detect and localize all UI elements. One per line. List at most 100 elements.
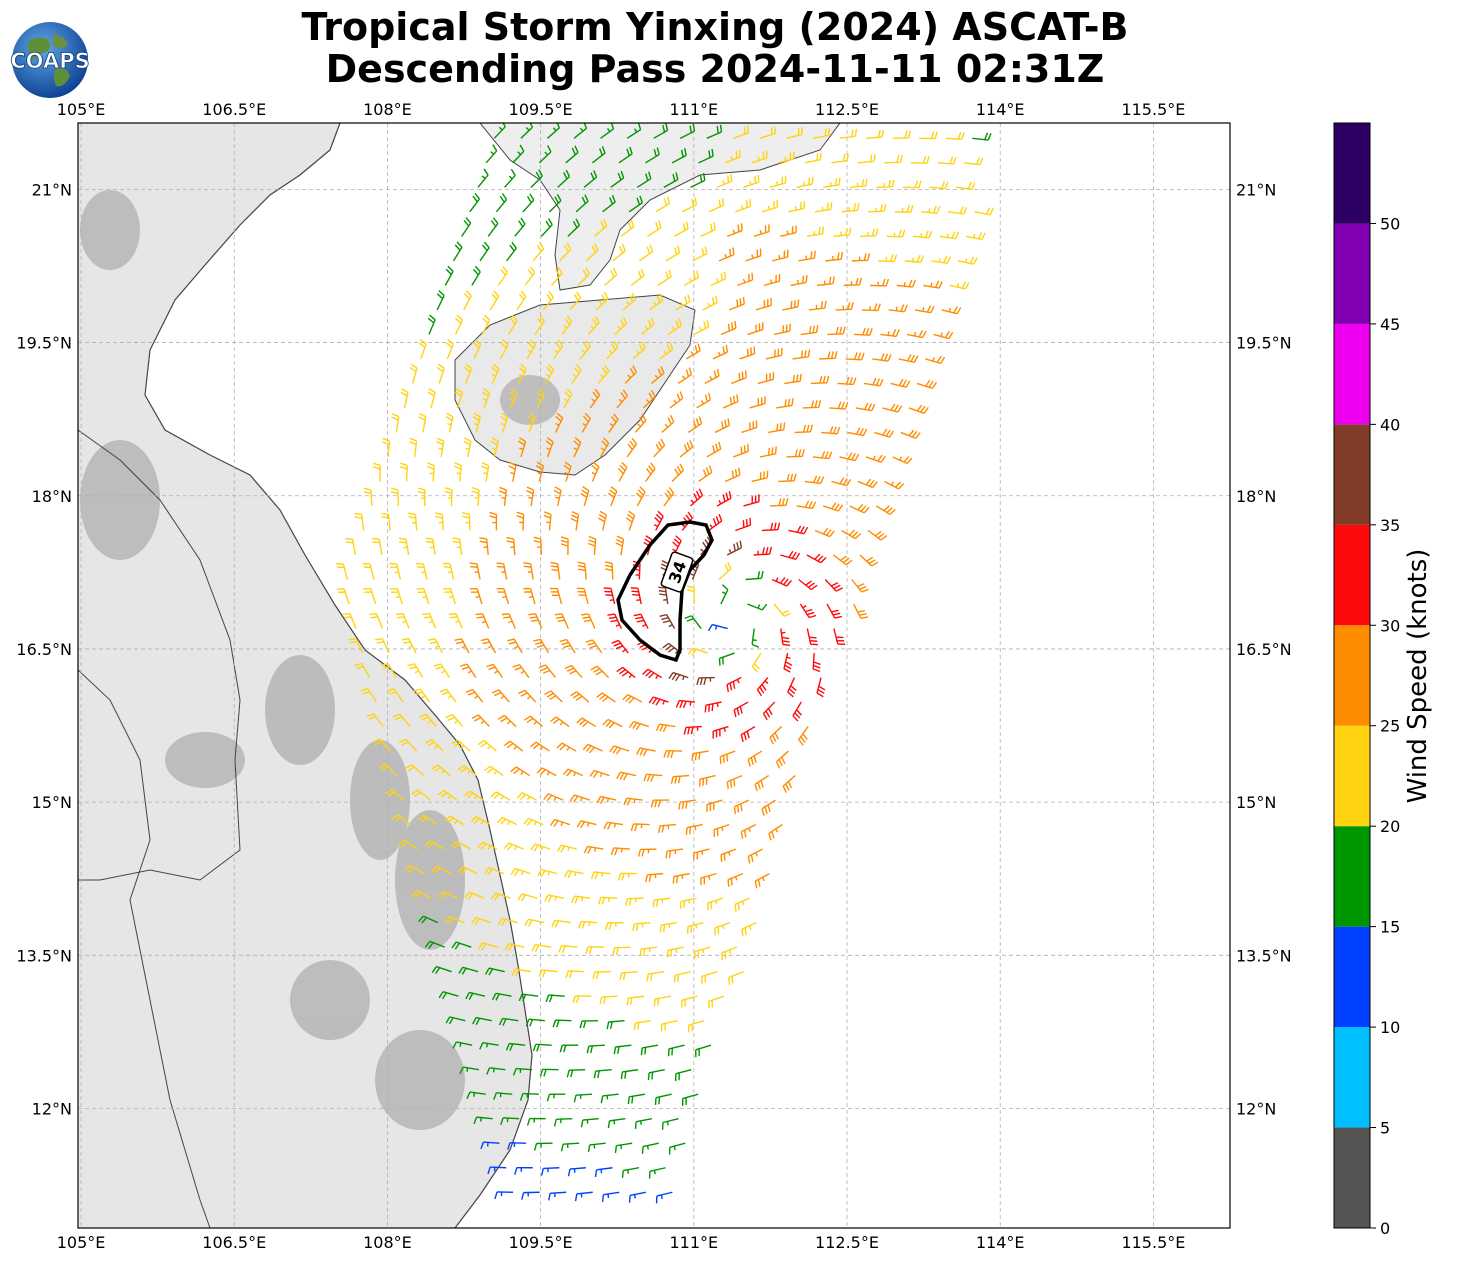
wind-barb-staff bbox=[475, 1016, 492, 1022]
wind-barb-flag bbox=[398, 839, 405, 846]
wind-barb bbox=[581, 412, 591, 433]
wind-barb-flag bbox=[460, 867, 467, 875]
wind-barb bbox=[683, 725, 702, 735]
grid-lines bbox=[78, 123, 1230, 1228]
wind-barb-staff bbox=[488, 967, 505, 973]
wind-barb-staff bbox=[972, 137, 989, 141]
wind-barb-half-flag bbox=[899, 456, 903, 461]
wind-barb-flag bbox=[372, 738, 380, 743]
wind-barb-flag bbox=[871, 228, 875, 237]
wind-barb-flag bbox=[388, 691, 397, 695]
wind-barb-staff bbox=[662, 1118, 679, 1124]
wind-barb-flag bbox=[477, 740, 485, 746]
wind-barb bbox=[336, 588, 350, 605]
wind-barb-flag bbox=[936, 355, 942, 363]
wind-barb-staff bbox=[463, 295, 472, 311]
wind-barb-staff bbox=[702, 302, 718, 311]
wind-barb bbox=[886, 229, 906, 238]
wind-barb-staff bbox=[884, 161, 901, 164]
wind-barb-flag bbox=[564, 664, 572, 670]
wind-barb-flag bbox=[571, 895, 576, 904]
wind-barb bbox=[700, 872, 717, 886]
wind-barb-flag bbox=[637, 849, 642, 857]
wind-barb-flag bbox=[661, 616, 669, 621]
wind-barb-flag bbox=[740, 803, 743, 812]
wind-barb bbox=[527, 412, 536, 433]
wind-barb-staff bbox=[620, 771, 637, 777]
wind-barb-staff bbox=[512, 150, 525, 164]
wind-barb-staff bbox=[693, 848, 710, 854]
wind-barb-flag bbox=[757, 879, 761, 887]
wind-barb-flag bbox=[632, 593, 640, 596]
wind-barb-flag bbox=[450, 616, 458, 619]
wind-barb-flag bbox=[472, 1017, 477, 1025]
wind-barb-flag bbox=[565, 169, 571, 177]
wind-barb-flag bbox=[625, 517, 633, 523]
wind-barb-staff bbox=[712, 623, 728, 630]
wind-barb-flag bbox=[629, 146, 633, 155]
wind-barb-flag bbox=[545, 220, 551, 228]
wind-barb-flag bbox=[725, 344, 729, 353]
wind-barb-half-flag bbox=[973, 233, 976, 239]
wind-barb-half-flag bbox=[454, 720, 459, 724]
colorbar-label: Wind Speed (knots) bbox=[1403, 548, 1433, 804]
wind-barb-flag bbox=[776, 423, 779, 431]
wind-barb-flag bbox=[662, 620, 671, 624]
wind-barb-staff bbox=[620, 226, 635, 237]
wind-barb-half-flag bbox=[794, 206, 797, 211]
wind-barb-flag bbox=[483, 314, 491, 321]
wind-barb bbox=[900, 429, 921, 440]
wind-barb-flag bbox=[721, 421, 724, 429]
wind-barb-flag bbox=[472, 195, 478, 203]
wind-barb-flag bbox=[813, 664, 821, 669]
wind-barb-flag bbox=[961, 281, 967, 289]
wind-barb-flag bbox=[881, 129, 885, 138]
wind-barb-flag bbox=[590, 665, 598, 671]
wind-barb-staff bbox=[878, 260, 895, 263]
wind-barb-flag bbox=[497, 565, 505, 568]
colorbar-tick-label: 35 bbox=[1380, 516, 1400, 535]
wind-barb-half-flag bbox=[776, 181, 779, 186]
wind-barb-flag bbox=[712, 518, 717, 526]
wind-barb-half-flag bbox=[740, 205, 744, 210]
wind-barb-staff bbox=[690, 615, 702, 629]
wind-barb bbox=[452, 241, 463, 262]
wind-barb-staff bbox=[798, 726, 809, 740]
wind-barb-staff bbox=[520, 441, 527, 458]
wind-barb-flag bbox=[729, 397, 733, 405]
wind-barb-staff bbox=[614, 613, 623, 629]
wind-barb-flag bbox=[637, 270, 642, 279]
wind-barb-flag bbox=[607, 822, 612, 830]
wind-barb-flag bbox=[594, 388, 601, 396]
wind-barb-flag bbox=[431, 966, 437, 973]
wind-barb-staff bbox=[593, 538, 597, 556]
wind-barb bbox=[444, 487, 453, 506]
wind-barb-flag bbox=[508, 641, 517, 645]
wind-barb bbox=[604, 267, 618, 286]
wind-barb-flag bbox=[742, 296, 745, 305]
wind-barb-staff bbox=[540, 224, 553, 237]
wind-barb bbox=[947, 206, 968, 215]
wind-barb-staff bbox=[602, 201, 616, 213]
wind-barb-flag bbox=[559, 1044, 563, 1053]
wind-barb-flag bbox=[916, 404, 923, 412]
wind-barb-flag bbox=[620, 1071, 624, 1080]
wind-barb-flag bbox=[738, 467, 741, 476]
wind-barb-flag bbox=[506, 536, 514, 540]
wind-barb-flag bbox=[728, 490, 732, 499]
wind-barb-flag bbox=[601, 897, 606, 905]
wind-barb-flag bbox=[629, 997, 633, 1005]
wind-barb-flag bbox=[648, 696, 654, 704]
wind-barb bbox=[829, 401, 849, 410]
wind-barb-staff bbox=[498, 689, 510, 703]
wind-barb bbox=[617, 461, 628, 482]
wind-barb-staff bbox=[529, 563, 534, 580]
coaps-logo: COAPS bbox=[10, 20, 90, 100]
wind-barb bbox=[648, 1167, 666, 1179]
wind-barb-flag bbox=[467, 691, 476, 696]
wind-barb-flag bbox=[872, 481, 878, 488]
wind-barb-staff bbox=[503, 1117, 520, 1120]
wind-barb-flag bbox=[601, 367, 608, 375]
wind-barb bbox=[774, 323, 791, 336]
wind-barb bbox=[657, 269, 672, 286]
